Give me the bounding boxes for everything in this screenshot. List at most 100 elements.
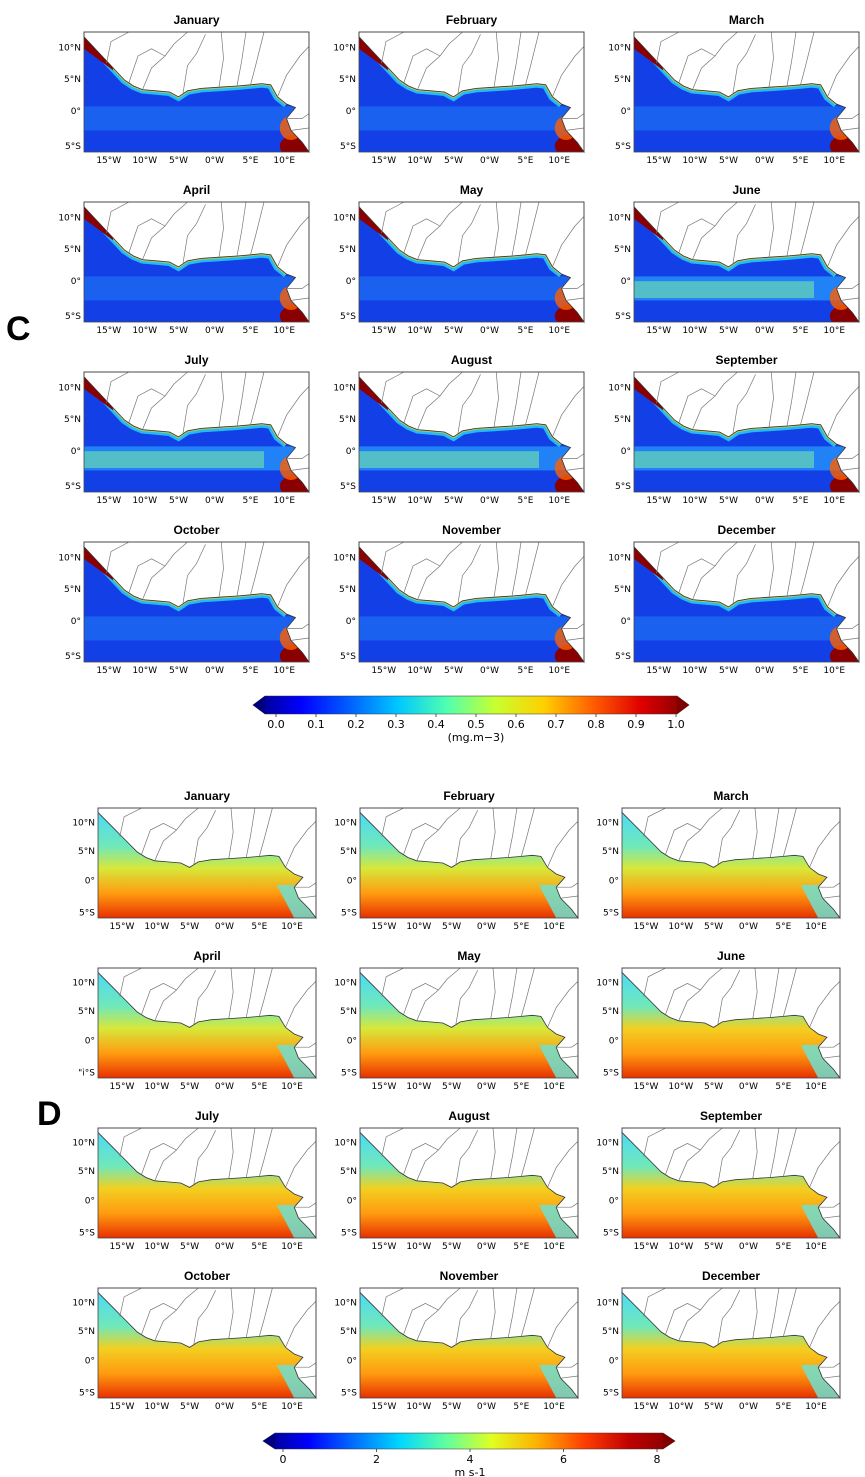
- lat-tick-label: 5°N: [614, 75, 631, 85]
- map-september: September 10°N 5°N 0° 5°S 15°W 10°W 5°W 0°W 5°E 10…: [596, 1109, 841, 1252]
- lat-tick-label: 5°S: [603, 1069, 619, 1079]
- lat-tick-label: 10°N: [596, 1298, 619, 1308]
- lon-tick-label: 5°E: [793, 326, 809, 336]
- lat-tick-label: 10°N: [72, 978, 95, 988]
- lon-tick-label: 5°W: [442, 1402, 461, 1412]
- lon-tick-label: 15°W: [371, 156, 396, 166]
- lon-tick-label: 5°E: [513, 922, 529, 932]
- map-december: December 10°N 5°N 0° 5°S 15°W 10°W 5°W 0°W 5°E 10°…: [608, 523, 860, 676]
- lat-tick-label: 10°N: [608, 44, 631, 54]
- lat-tick-label: 5°N: [614, 415, 631, 425]
- map-october: October 10°N 5°N 0° 5°S 15°W 10°W 5°W 0°W 5°E 10°E: [58, 523, 310, 676]
- lon-tick-label: 10°W: [406, 922, 431, 932]
- map-may: May 10°N 5°N 0° 5°S 15°W 10°W 5°W 0°W 5°E 10°E: [333, 183, 585, 336]
- lon-tick-label: 15°W: [110, 1242, 135, 1252]
- lon-tick-label: 5°E: [775, 922, 791, 932]
- lon-tick-label: 5°W: [719, 666, 738, 676]
- lon-tick-label: 15°W: [646, 326, 671, 336]
- lon-tick-label: 10°E: [823, 666, 845, 676]
- panel-d: D January 10°N 5°N 0° 5°S 15°W 10°W 5°W 0°W 5°E 10°…: [37, 789, 841, 1477]
- lat-tick-label: 5°N: [339, 585, 356, 595]
- lon-tick-label: 15°W: [96, 666, 121, 676]
- lon-tick-label: 0°W: [755, 496, 774, 506]
- lon-tick-label: 5°E: [243, 326, 259, 336]
- lon-tick-label: 10°W: [407, 326, 432, 336]
- lon-tick-label: 10°W: [407, 156, 432, 166]
- lon-tick-label: 5°E: [251, 1402, 267, 1412]
- lat-tick-label: 5°S: [615, 312, 631, 322]
- colorbar-unit-label: (mg.m−3): [448, 731, 505, 744]
- map-title: August: [451, 353, 492, 367]
- lat-tick-label: 5°S: [340, 652, 356, 662]
- lon-tick-label: 15°W: [634, 1242, 659, 1252]
- lon-tick-label: 10°W: [144, 1242, 169, 1252]
- lon-tick-label: 5°W: [180, 1402, 199, 1412]
- lon-tick-label: 5°E: [243, 666, 259, 676]
- lat-tick-label: 10°N: [334, 978, 357, 988]
- map-title: November: [442, 523, 501, 537]
- lat-tick-label: 10°N: [58, 384, 81, 394]
- lat-tick-label: 0°: [609, 1357, 619, 1367]
- lat-tick-label: 0°: [621, 447, 631, 457]
- lon-tick-label: 15°W: [372, 1242, 397, 1252]
- lon-tick-label: 10°E: [543, 1242, 565, 1252]
- colorbar: 0 2 4 6 8 m s-1: [262, 1432, 676, 1477]
- lon-tick-label: 5°E: [775, 1242, 791, 1252]
- map-july: July 10°N 5°N 0° 5°S 15°W 10°W 5°W 0°W 5°E 10°E: [58, 353, 310, 506]
- lat-tick-label: 0°: [609, 1037, 619, 1047]
- lon-tick-label: 5°E: [513, 1082, 529, 1092]
- lon-tick-label: 0°W: [477, 1082, 496, 1092]
- lat-tick-label: 5°N: [78, 1327, 95, 1337]
- lon-tick-label: 5°W: [704, 922, 723, 932]
- colorbar-max-extend: [663, 1433, 675, 1449]
- colorbar-tick-label: 0.7: [547, 718, 565, 731]
- lon-tick-label: 5°E: [513, 1242, 529, 1252]
- lat-tick-label: 5°N: [64, 585, 81, 595]
- lon-tick-label: 15°W: [110, 1082, 135, 1092]
- map-december: December 10°N 5°N 0° 5°S 15°W 10°W 5°W 0°W 5°E 10°…: [596, 1269, 841, 1412]
- lat-tick-label: 5°N: [78, 1007, 95, 1017]
- lon-tick-label: 0°W: [739, 1242, 758, 1252]
- lon-tick-label: 10°E: [805, 1082, 827, 1092]
- lat-tick-label: 5°S: [79, 909, 95, 919]
- lon-tick-label: 15°W: [634, 922, 659, 932]
- lon-tick-label: 5°E: [793, 496, 809, 506]
- lat-tick-label: 5°N: [78, 847, 95, 857]
- map-title: June: [717, 949, 745, 963]
- lon-tick-label: 0°W: [477, 1242, 496, 1252]
- lon-tick-label: 5°W: [442, 922, 461, 932]
- lat-tick-label: 10°N: [333, 384, 356, 394]
- lon-tick-label: 10°E: [281, 1082, 303, 1092]
- map-title: March: [729, 13, 764, 27]
- lon-tick-label: 5°W: [444, 666, 463, 676]
- lon-tick-label: 0°W: [215, 1082, 234, 1092]
- lon-tick-label: 0°W: [739, 1402, 758, 1412]
- lon-tick-label: 10°W: [144, 1402, 169, 1412]
- lon-tick-label: 10°E: [805, 1402, 827, 1412]
- lat-tick-label: 5°S: [615, 142, 631, 152]
- panel-label: C: [6, 310, 31, 348]
- lon-tick-label: 5°W: [442, 1242, 461, 1252]
- lon-tick-label: 10°W: [144, 1082, 169, 1092]
- lat-tick-label: 5°N: [614, 585, 631, 595]
- lat-tick-label: 0°: [346, 617, 356, 627]
- map-july: July 10°N 5°N 0° 5°S 15°W 10°W 5°W 0°W 5°E 10°E: [72, 1109, 317, 1252]
- lon-tick-label: 10°E: [823, 156, 845, 166]
- map-january: January 10°N 5°N 0° 5°S 15°W 10°W 5°W 0°W 5°E 10°E: [58, 13, 310, 166]
- colorbar-tick-label: 0.0: [267, 718, 285, 731]
- lon-tick-label: 15°W: [646, 156, 671, 166]
- lon-tick-label: 5°W: [719, 156, 738, 166]
- map-title: August: [448, 1109, 489, 1123]
- lat-tick-label: 0°: [71, 107, 81, 117]
- lat-tick-label: 5°S: [615, 652, 631, 662]
- lon-tick-label: 15°W: [646, 666, 671, 676]
- map-title: January: [173, 13, 219, 27]
- lon-tick-label: 15°W: [96, 326, 121, 336]
- lat-tick-label: 0°: [609, 877, 619, 887]
- map-title: October: [184, 1269, 230, 1283]
- lon-tick-label: 10°W: [682, 666, 707, 676]
- lat-tick-label: 0°: [347, 1037, 357, 1047]
- map-title: April: [193, 949, 220, 963]
- lat-tick-label: 5°S: [603, 1389, 619, 1399]
- lat-tick-label: 5°S: [65, 142, 81, 152]
